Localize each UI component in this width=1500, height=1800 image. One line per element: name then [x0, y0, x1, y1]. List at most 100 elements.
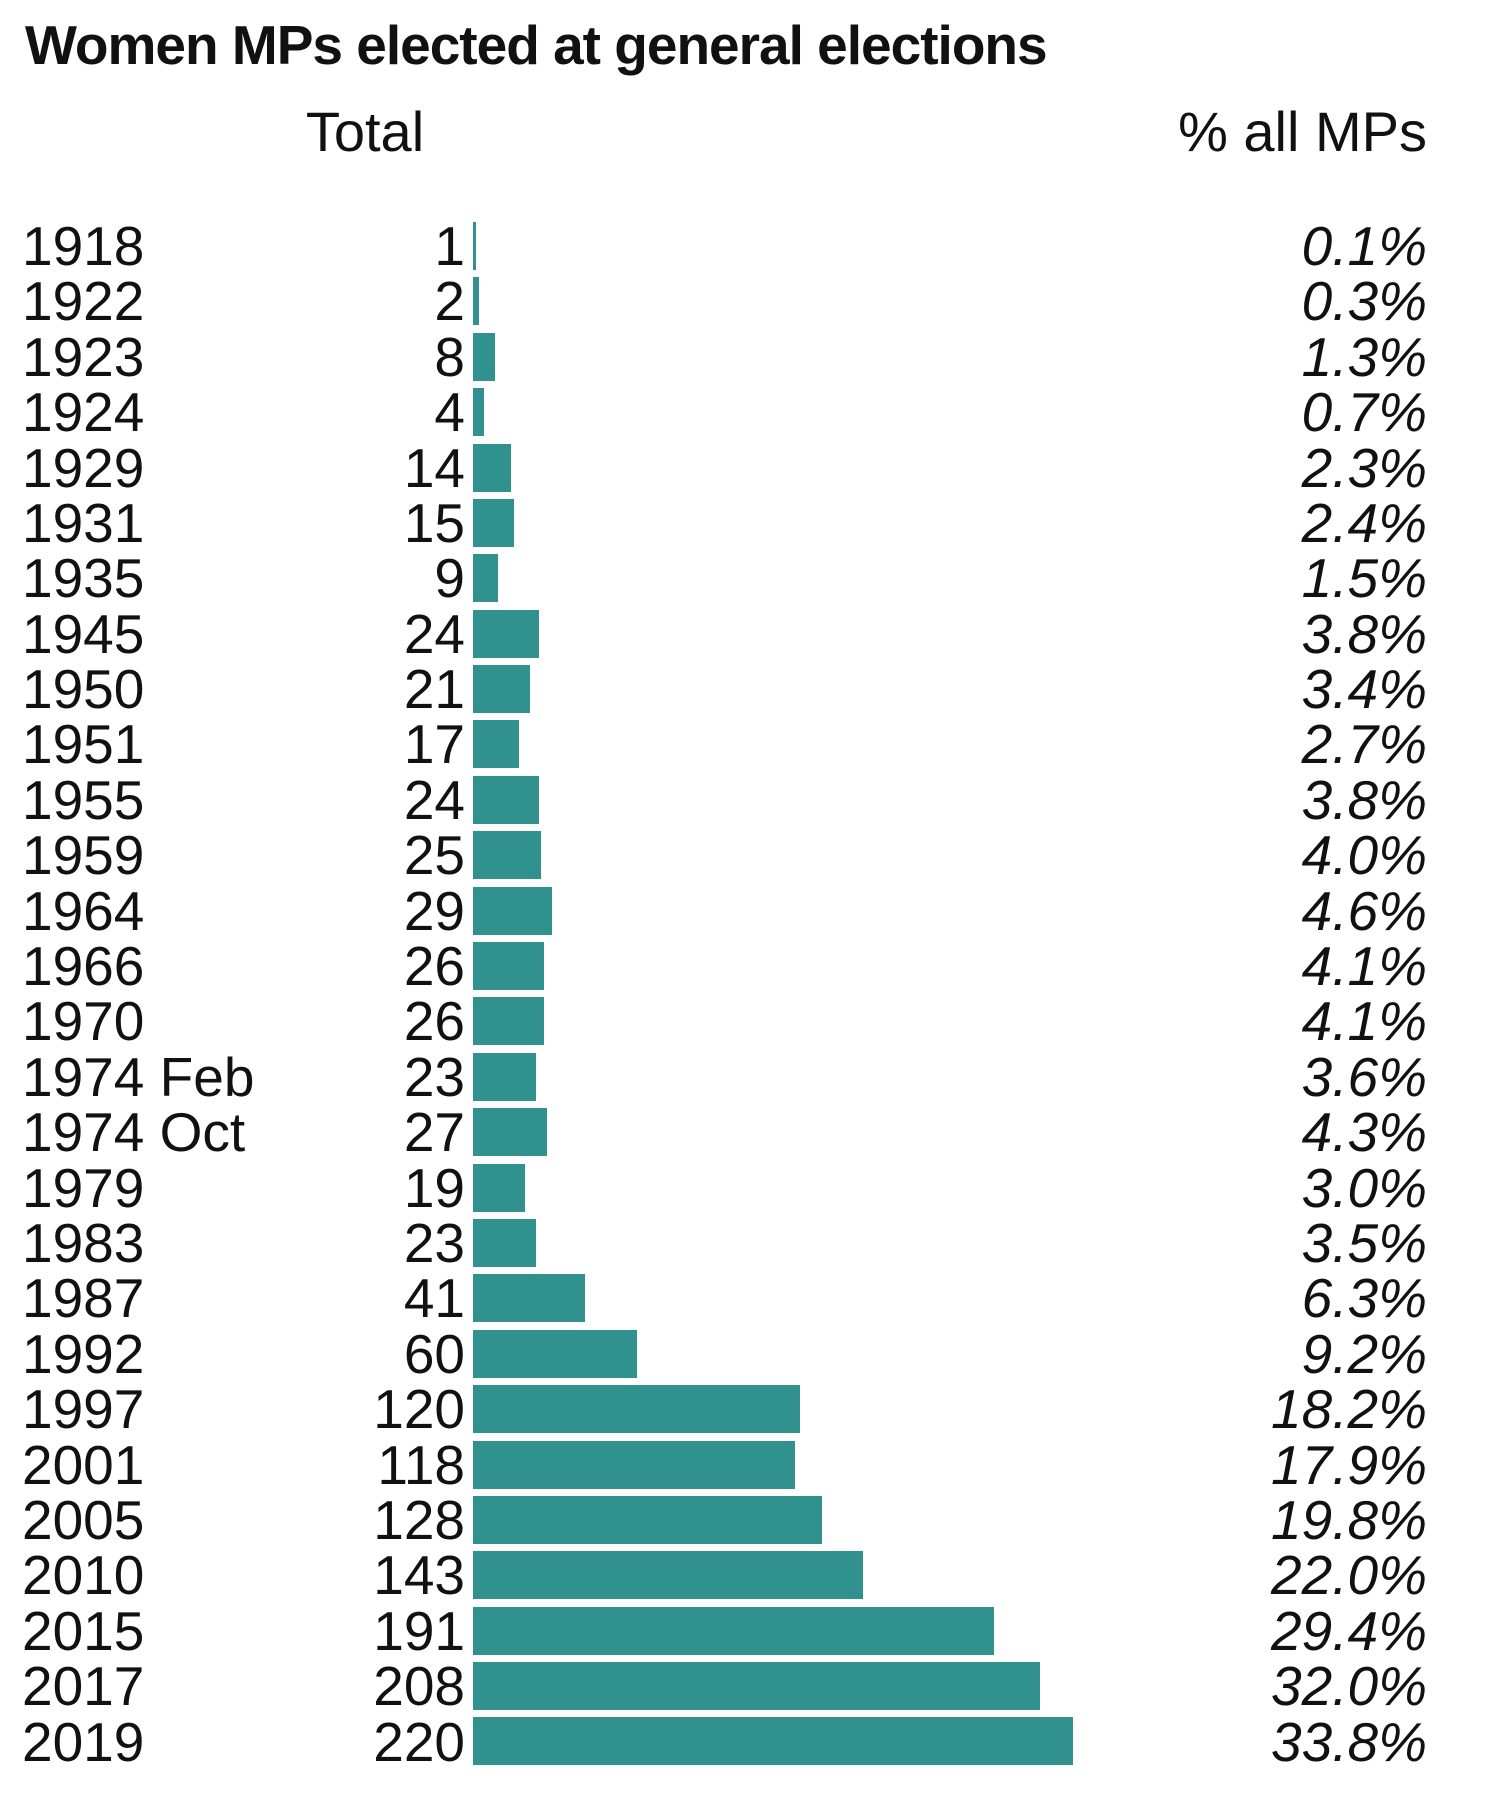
year-label: 1964 — [22, 879, 145, 942]
chart-row: 1918 1 0.1% — [0, 215, 1500, 277]
year-label: 1931 — [22, 491, 145, 554]
chart-row: 1929 14 2.3% — [0, 437, 1500, 499]
bar-track — [473, 332, 1073, 381]
bar-track — [473, 1218, 1073, 1267]
column-headers: Total % all MPs — [0, 87, 1500, 182]
total-value-label: 26 — [403, 935, 465, 998]
total-value-label: 15 — [403, 491, 465, 554]
total-value-label: 1 — [434, 214, 465, 277]
chart-row: 1931 15 2.4% — [0, 492, 1500, 554]
bar-track — [473, 277, 1073, 326]
year-label: 2001 — [22, 1433, 145, 1496]
pct-value-label: 33.8% — [1271, 1710, 1427, 1773]
total-value-label: 23 — [403, 1045, 465, 1108]
pct-value-label: 3.4% — [1301, 658, 1427, 721]
total-bar — [473, 720, 520, 769]
total-bar — [473, 1440, 795, 1489]
pct-value-label: 2.4% — [1301, 491, 1427, 554]
year-label: 1979 — [22, 1156, 145, 1219]
year-label: 1950 — [22, 658, 145, 721]
year-label: 2010 — [22, 1544, 145, 1607]
chart-row: 1983 23 3.5% — [0, 1212, 1500, 1274]
total-bar — [473, 498, 514, 547]
total-value-label: 17 — [403, 713, 465, 776]
bar-rows: 1918 1 0.1% 1922 2 0.3% 1923 8 1.3% 1924 4 0.7% 1929… — [0, 215, 1500, 1773]
total-bar — [473, 1052, 536, 1101]
bar-track — [473, 1495, 1073, 1544]
chart-row: 2019 220 33.8% — [0, 1711, 1500, 1773]
bar-track — [473, 554, 1073, 603]
total-bar — [473, 1662, 1041, 1711]
pct-value-label: 4.3% — [1301, 1101, 1427, 1164]
total-bar — [473, 221, 476, 270]
bar-track — [473, 775, 1073, 824]
chart-row: 1950 21 3.4% — [0, 658, 1500, 720]
year-label: 2015 — [22, 1599, 145, 1662]
total-value-label: 4 — [434, 381, 465, 444]
bar-track — [473, 1717, 1073, 1766]
total-value-label: 14 — [403, 436, 465, 499]
pct-value-label: 0.3% — [1301, 270, 1427, 333]
pct-value-label: 4.1% — [1301, 990, 1427, 1053]
year-label: 1935 — [22, 547, 145, 610]
pct-value-label: 3.0% — [1301, 1156, 1427, 1219]
total-bar — [473, 886, 553, 935]
chart-row: 1964 29 4.6% — [0, 880, 1500, 942]
bar-track — [473, 886, 1073, 935]
year-label: 2005 — [22, 1488, 145, 1551]
chart-row: 1987 41 6.3% — [0, 1267, 1500, 1329]
total-value-label: 2 — [434, 270, 465, 333]
pct-value-label: 4.1% — [1301, 935, 1427, 998]
total-value-label: 29 — [403, 879, 465, 942]
year-label: 1983 — [22, 1211, 145, 1274]
chart-row: 1923 8 1.3% — [0, 326, 1500, 388]
pct-value-label: 1.3% — [1301, 325, 1427, 388]
total-bar — [473, 1495, 823, 1544]
year-label: 2017 — [22, 1655, 145, 1718]
total-bar — [473, 775, 539, 824]
total-bar — [473, 1329, 637, 1378]
chart-row: 1955 24 3.8% — [0, 769, 1500, 831]
bar-track — [473, 388, 1073, 437]
pct-value-label: 18.2% — [1271, 1378, 1427, 1441]
total-bar — [473, 277, 479, 326]
year-label: 1997 — [22, 1378, 145, 1441]
bar-track — [473, 609, 1073, 658]
pct-value-label: 9.2% — [1301, 1322, 1427, 1385]
pct-value-label: 3.6% — [1301, 1045, 1427, 1108]
chart-row: 1966 26 4.1% — [0, 935, 1500, 997]
total-bar — [473, 665, 531, 714]
bar-track — [473, 1329, 1073, 1378]
total-value-label: 120 — [373, 1378, 465, 1441]
bar-track — [473, 221, 1073, 270]
bar-track — [473, 498, 1073, 547]
total-value-label: 26 — [403, 990, 465, 1053]
chart-row: 1951 17 2.7% — [0, 713, 1500, 775]
total-value-label: 220 — [373, 1710, 465, 1773]
pct-value-label: 3.8% — [1301, 768, 1427, 831]
year-label: 1974 Feb — [22, 1045, 255, 1108]
total-bar — [473, 388, 484, 437]
chart-row: 1997 120 18.2% — [0, 1378, 1500, 1440]
chart-row: 2010 143 22.0% — [0, 1544, 1500, 1606]
total-bar — [473, 1717, 1073, 1766]
pct-value-label: 17.9% — [1271, 1433, 1427, 1496]
total-value-label: 208 — [373, 1655, 465, 1718]
chart-row: 1924 4 0.7% — [0, 381, 1500, 443]
bar-track — [473, 1108, 1073, 1157]
chart-row: 1974 Feb 23 3.6% — [0, 1046, 1500, 1108]
total-bar — [473, 554, 498, 603]
pct-value-label: 0.7% — [1301, 381, 1427, 444]
pct-value-label: 22.0% — [1271, 1544, 1427, 1607]
bar-track — [473, 1551, 1073, 1600]
chart-row: 1979 19 3.0% — [0, 1157, 1500, 1219]
total-value-label: 128 — [373, 1488, 465, 1551]
bar-track — [473, 443, 1073, 492]
pct-value-label: 4.6% — [1301, 879, 1427, 942]
year-label: 1970 — [22, 990, 145, 1053]
total-value-label: 19 — [403, 1156, 465, 1219]
total-value-label: 25 — [403, 824, 465, 887]
pct-value-label: 2.7% — [1301, 713, 1427, 776]
pct-value-label: 0.1% — [1301, 214, 1427, 277]
pct-value-label: 2.3% — [1301, 436, 1427, 499]
